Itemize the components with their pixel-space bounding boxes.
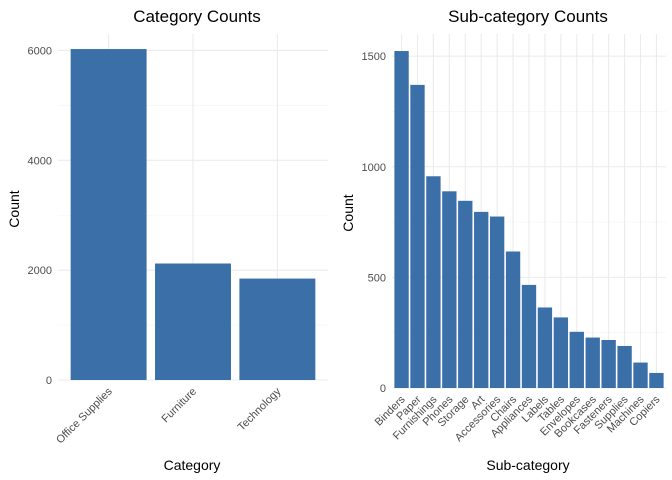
bars: [394, 51, 664, 388]
y-tick-label: 2000: [28, 265, 52, 277]
x-tick-label: Furniture: [160, 386, 200, 426]
y-tick-label: 1000: [362, 162, 386, 174]
bar-tables: [553, 317, 569, 388]
y-tick-label: 0: [46, 375, 52, 387]
category-counts-panel: Category Counts Category Count 0 2000 4000…: [6, 7, 328, 473]
x-tick-label: Technology: [236, 385, 284, 433]
bar-technology: [239, 278, 316, 380]
y-tick-label: 0: [380, 383, 386, 395]
y-tick-label: 6000: [28, 45, 52, 57]
bar-accessories: [489, 216, 505, 388]
bar-office-supplies: [70, 49, 147, 381]
bar-furnishings: [426, 176, 441, 388]
y-tick-label: 1500: [362, 51, 386, 63]
bar-phones: [442, 191, 457, 388]
bar-labels: [537, 307, 553, 388]
bar-copiers: [649, 372, 664, 388]
y-tick-label: 500: [368, 272, 386, 284]
bar-machines: [633, 362, 648, 388]
tick-labels: 050010001500BindersPaperFurnishingsPhone…: [362, 51, 663, 444]
y-axis-title: Count: [6, 190, 22, 227]
bar-supplies: [617, 345, 632, 388]
y-tick-label: 4000: [28, 155, 52, 167]
x-axis-title: Category: [164, 457, 221, 473]
bar-bookcases: [585, 337, 600, 388]
chart-title: Sub-category Counts: [448, 7, 608, 26]
chart-title: Category Counts: [133, 7, 261, 26]
bar-envelopes: [569, 331, 584, 388]
bar-binders: [394, 51, 409, 388]
bar-storage: [458, 200, 473, 388]
bar-appliances: [521, 284, 537, 388]
bar-chairs: [505, 251, 521, 388]
x-axis-title: Sub-category: [486, 457, 569, 473]
bar-paper: [410, 84, 425, 388]
sub-category-counts-panel: Sub-category Counts Sub-category Count 0…: [340, 7, 666, 473]
bar-fasteners: [601, 339, 616, 388]
x-tick-label: Office Supplies: [54, 385, 115, 446]
bar-art: [474, 211, 489, 388]
y-axis-title: Count: [340, 194, 356, 231]
bar-furniture: [155, 263, 231, 380]
bars: [70, 49, 316, 381]
